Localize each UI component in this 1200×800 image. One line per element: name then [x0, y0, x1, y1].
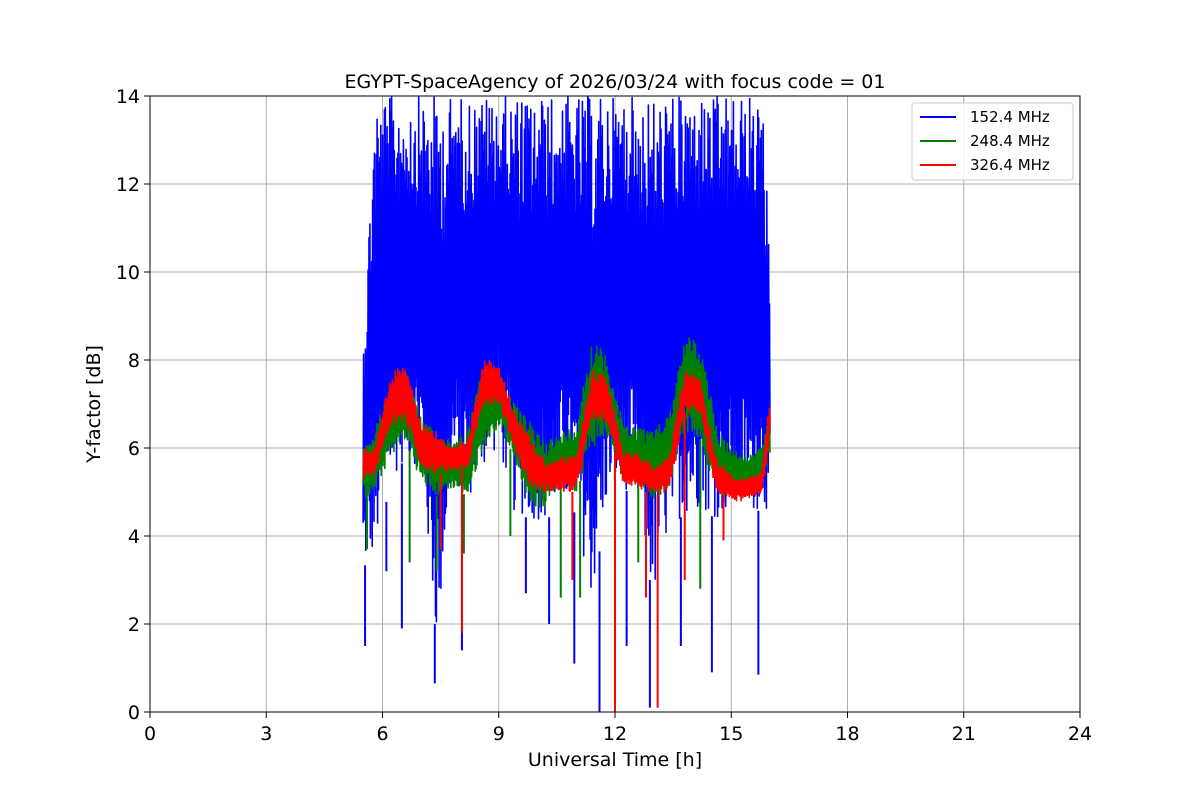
legend-box — [911, 102, 1074, 181]
y-axis-label: Y-factor [dB] — [83, 345, 105, 464]
chart-title: EGYPT-SpaceAgency of 2026/03/24 with foc… — [345, 71, 886, 93]
y-tick-label: 0 — [128, 702, 140, 724]
legend-label: 326.4 MHz — [970, 156, 1050, 174]
x-tick-label: 15 — [719, 723, 743, 745]
y-tick-label: 12 — [116, 174, 140, 196]
y-tick-label: 2 — [128, 614, 140, 636]
x-tick-label: 9 — [493, 723, 505, 745]
y-tick-label: 4 — [128, 526, 140, 548]
x-tick-label: 0 — [144, 723, 156, 745]
y-tick-label: 14 — [116, 86, 140, 108]
x-tick-label: 24 — [1068, 723, 1092, 745]
x-tick-label: 3 — [260, 723, 272, 745]
x-tick-label: 6 — [376, 723, 388, 745]
legend-label: 248.4 MHz — [970, 132, 1050, 150]
y-tick-label: 10 — [116, 262, 140, 284]
legend-label: 152.4 MHz — [970, 108, 1050, 126]
legend: 152.4 MHz 248.4 MHz 326.4 MHz — [911, 102, 1074, 181]
x-axis-label: Universal Time [h] — [528, 749, 702, 771]
x-tick-label: 12 — [603, 723, 627, 745]
y-tick-label: 6 — [128, 438, 140, 460]
x-tick-label: 21 — [952, 723, 976, 745]
series-line-326.4-mhz — [362, 359, 771, 502]
x-tick-label: 18 — [835, 723, 859, 745]
y-tick-label: 8 — [128, 350, 140, 372]
